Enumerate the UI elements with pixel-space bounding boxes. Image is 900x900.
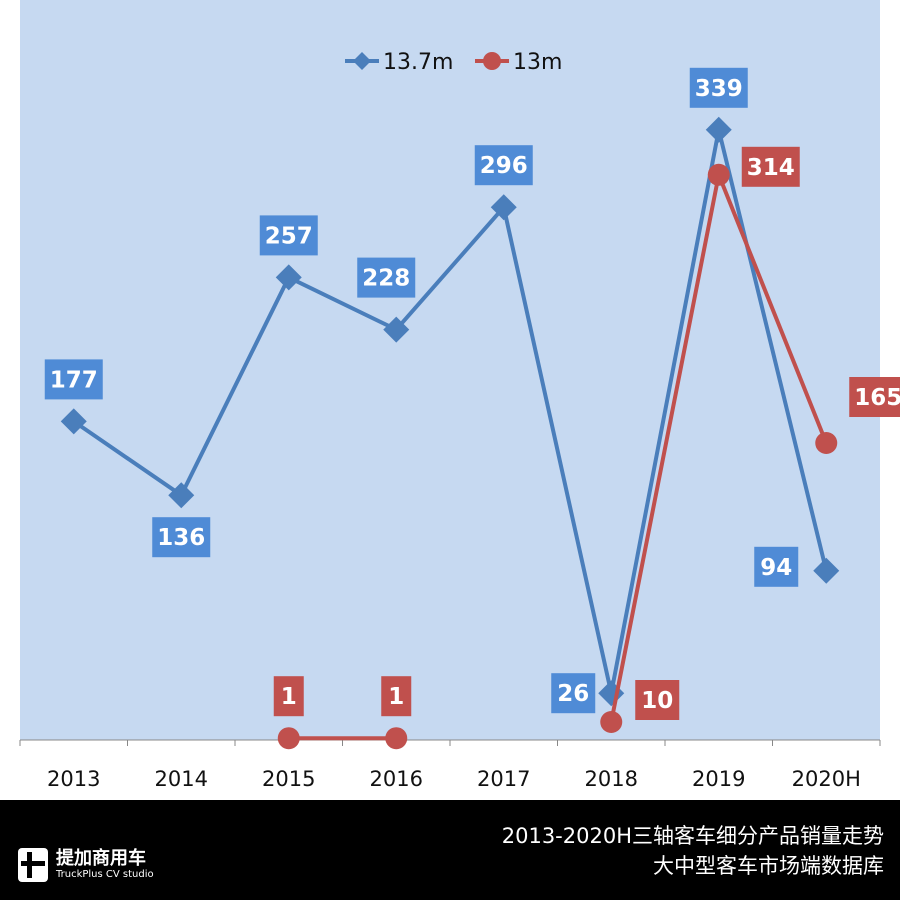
data-label: 228	[362, 266, 410, 292]
footer	[0, 800, 900, 900]
data-point-circle	[600, 711, 623, 733]
data-point-circle	[815, 432, 838, 454]
data-label-box	[754, 546, 799, 587]
x-tick-label: 2015	[262, 767, 315, 791]
x-tick-label: 2017	[477, 767, 530, 791]
plot-area	[20, 0, 880, 740]
data-label: 10	[641, 688, 673, 714]
logo: 提加商用车 TruckPlus CV studio	[18, 848, 154, 882]
logo-text-en: TruckPlus CV studio	[56, 869, 154, 880]
data-label-box	[741, 146, 800, 187]
x-tick-label: 2020H	[792, 767, 861, 791]
data-label: 177	[50, 367, 98, 393]
footer-title: 2013-2020H三轴客车细分产品销量走势	[501, 824, 884, 848]
data-label-box	[689, 67, 748, 108]
data-label: 1	[388, 684, 404, 710]
line-chart: 2013 2014 2015 2016 2017 2018 2019 2020H 177 136 2…	[19, 0, 900, 791]
data-point-diamond	[275, 264, 302, 291]
x-tick-label: 2013	[47, 767, 100, 791]
data-label-box	[474, 145, 533, 186]
data-point-circle	[385, 727, 408, 750]
data-point-diamond	[168, 482, 195, 509]
x-tick-label: 2016	[370, 767, 423, 791]
x-tick-label: 2014	[155, 767, 208, 791]
data-point-diamond	[705, 116, 732, 143]
data-label: 339	[695, 76, 743, 102]
legend-diamond-icon	[353, 52, 371, 70]
data-point-diamond	[490, 194, 517, 221]
data-point-circle	[707, 163, 730, 186]
data-point-circle	[277, 727, 300, 750]
data-label-box	[357, 257, 416, 298]
data-label-box	[635, 680, 680, 720]
data-point-diamond	[813, 557, 840, 584]
legend-label: 13m	[513, 50, 562, 75]
data-label-box	[152, 517, 211, 558]
series-line-13.7m	[72, 127, 829, 696]
data-label: 136	[157, 525, 205, 551]
data-label-box	[551, 673, 596, 714]
data-label: 257	[265, 223, 313, 249]
data-label: 314	[747, 155, 795, 181]
data-label-box	[44, 359, 103, 400]
legend: 13.7m 13m	[345, 50, 562, 75]
x-tick-label: 2019	[692, 767, 745, 791]
logo-icon	[18, 848, 48, 882]
logo-text-cn: 提加商用车	[56, 848, 146, 869]
footer-subtitle: 大中型客车市场端数据库	[653, 854, 884, 878]
data-label: 94	[760, 555, 792, 581]
data-label-box	[381, 676, 412, 717]
data-label: 296	[480, 153, 528, 179]
legend-label: 13.7m	[383, 50, 453, 75]
x-tick-label: 2018	[585, 767, 638, 791]
data-label: 26	[557, 681, 589, 707]
legend-circle-icon	[483, 52, 501, 70]
data-label-box	[259, 215, 318, 256]
data-point-diamond	[383, 316, 410, 343]
data-label: 1	[281, 684, 297, 710]
data-label-box	[273, 676, 304, 717]
data-label: 165	[854, 385, 900, 411]
data-point-diamond	[60, 408, 87, 435]
data-label-box	[849, 377, 900, 417]
